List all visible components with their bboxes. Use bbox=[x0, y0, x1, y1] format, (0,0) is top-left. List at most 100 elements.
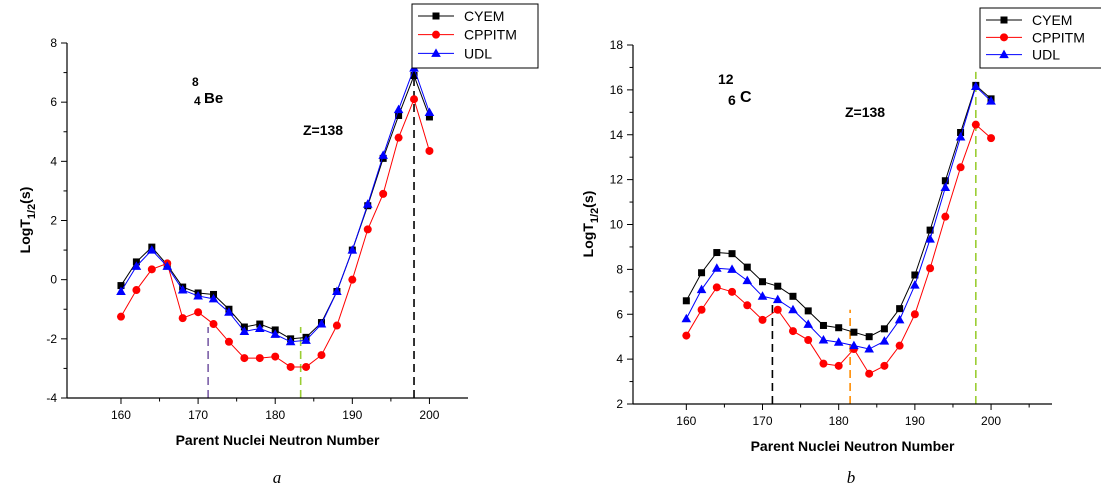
data-point-cppitm bbox=[773, 305, 782, 314]
data-point-cppitm bbox=[363, 225, 372, 234]
y-tick-label: 2 bbox=[50, 214, 57, 228]
series-line-cyem bbox=[120, 74, 430, 340]
data-point-udl bbox=[955, 131, 966, 141]
series-line-cyem bbox=[685, 84, 992, 338]
nucleus-mass-number: 8 bbox=[192, 75, 199, 89]
legend-marker-udl bbox=[431, 48, 441, 57]
z-label: Z=138 bbox=[303, 122, 343, 138]
data-point-cyem bbox=[804, 307, 812, 315]
data-point-udl bbox=[239, 326, 250, 335]
data-point-udl bbox=[254, 323, 265, 332]
data-point-udl bbox=[879, 336, 890, 345]
data-point-cppitm bbox=[910, 310, 919, 319]
y-tick-label: 0 bbox=[50, 273, 57, 287]
data-point-udl bbox=[177, 285, 188, 294]
data-point-cppitm bbox=[682, 331, 691, 340]
y-tick-label: 12 bbox=[610, 173, 624, 187]
y-tick-label: 16 bbox=[610, 83, 624, 97]
data-point-cppitm bbox=[819, 359, 828, 368]
data-point-cppitm bbox=[317, 351, 326, 360]
y-tick-label: 14 bbox=[610, 128, 624, 142]
data-point-udl bbox=[712, 263, 722, 272]
legend-marker-cyem bbox=[1000, 16, 1008, 24]
x-axis-title: Parent Nuclei Neutron Number bbox=[176, 432, 380, 448]
data-point-udl bbox=[818, 335, 829, 344]
y-tick-label: 10 bbox=[610, 218, 624, 232]
data-point-cyem bbox=[682, 297, 690, 305]
nucleus-charge-number: 4 bbox=[194, 94, 201, 108]
data-point-cppitm bbox=[987, 134, 996, 143]
data-point-cppitm bbox=[895, 341, 904, 350]
data-point-udl bbox=[285, 336, 296, 346]
data-point-udl bbox=[681, 313, 692, 323]
data-point-cyem bbox=[819, 321, 827, 329]
data-point-cppitm bbox=[956, 163, 965, 172]
data-point-cppitm bbox=[194, 308, 203, 317]
data-point-udl bbox=[986, 96, 996, 105]
x-tick-label: 170 bbox=[752, 414, 772, 428]
data-point-cppitm bbox=[926, 264, 935, 273]
data-point-udl bbox=[208, 293, 219, 303]
data-point-cppitm bbox=[941, 212, 950, 221]
data-point-cppitm bbox=[743, 301, 752, 310]
legend-label-cppitm: CPPITM bbox=[1032, 29, 1085, 45]
data-point-cyem bbox=[425, 113, 433, 121]
y-tick-label: 4 bbox=[616, 352, 623, 366]
data-point-udl bbox=[193, 290, 203, 300]
legend-label-cppitm: CPPITM bbox=[464, 27, 517, 43]
data-point-cppitm bbox=[240, 354, 249, 363]
data-point-udl bbox=[971, 81, 981, 91]
data-point-udl bbox=[696, 284, 707, 294]
data-point-udl bbox=[864, 344, 874, 353]
data-point-cyem bbox=[728, 250, 736, 258]
data-point-cyem bbox=[941, 177, 949, 185]
data-point-cppitm bbox=[147, 265, 156, 274]
legend-label-udl: UDL bbox=[464, 45, 492, 61]
data-point-cyem bbox=[880, 325, 888, 333]
y-axis-title: LogT1/2(s) bbox=[17, 187, 38, 254]
data-point-udl bbox=[270, 329, 281, 338]
data-point-cyem bbox=[117, 282, 125, 290]
series-line-cppitm bbox=[685, 123, 992, 375]
y-tick-label: 18 bbox=[610, 38, 624, 52]
data-point-udl bbox=[803, 319, 814, 328]
data-point-cppitm bbox=[971, 120, 980, 129]
panel-caption: a bbox=[273, 468, 282, 487]
data-point-cyem bbox=[774, 282, 782, 290]
data-point-udl bbox=[393, 104, 404, 114]
data-point-cyem bbox=[713, 249, 721, 257]
data-point-udl bbox=[316, 319, 327, 328]
data-point-udl bbox=[925, 234, 935, 243]
data-point-udl bbox=[116, 286, 126, 295]
x-tick-label: 160 bbox=[111, 408, 131, 422]
data-point-cyem bbox=[835, 324, 843, 332]
y-tick-label: 6 bbox=[50, 95, 57, 109]
data-point-udl bbox=[894, 314, 905, 324]
data-point-udl bbox=[301, 335, 311, 344]
data-point-udl bbox=[833, 337, 844, 346]
y-axis-title: LogT1/2(s) bbox=[580, 191, 601, 258]
data-point-cyem bbox=[759, 278, 767, 286]
data-point-cppitm bbox=[804, 336, 813, 345]
data-point-cyem bbox=[926, 226, 934, 234]
data-point-cyem bbox=[789, 292, 797, 300]
data-point-cppitm bbox=[394, 133, 403, 142]
data-point-cppitm bbox=[697, 305, 706, 314]
data-point-udl bbox=[849, 340, 859, 350]
data-point-cppitm bbox=[286, 362, 295, 371]
x-tick-label: 190 bbox=[342, 408, 362, 422]
data-point-cppitm bbox=[271, 352, 280, 361]
panel-caption: b bbox=[847, 468, 856, 487]
data-point-cppitm bbox=[758, 315, 767, 324]
data-point-udl bbox=[742, 275, 753, 285]
x-axis-title: Parent Nuclei Neutron Number bbox=[751, 438, 955, 454]
data-point-cppitm bbox=[379, 189, 388, 198]
x-tick-label: 180 bbox=[829, 414, 849, 428]
data-point-cppitm bbox=[788, 327, 797, 336]
data-point-udl bbox=[147, 245, 157, 254]
y-tick-label: 6 bbox=[616, 307, 623, 321]
chart-panel-b: 160 170 180 190 200 2 4 6 8 10 12 14 16 18 Parent Nucl… bbox=[580, 7, 1101, 487]
chart-panel-a: 160 170 180 190 200 -4 -2 0 2 4 6 8 Parent Nuclei Ne… bbox=[17, 3, 539, 487]
